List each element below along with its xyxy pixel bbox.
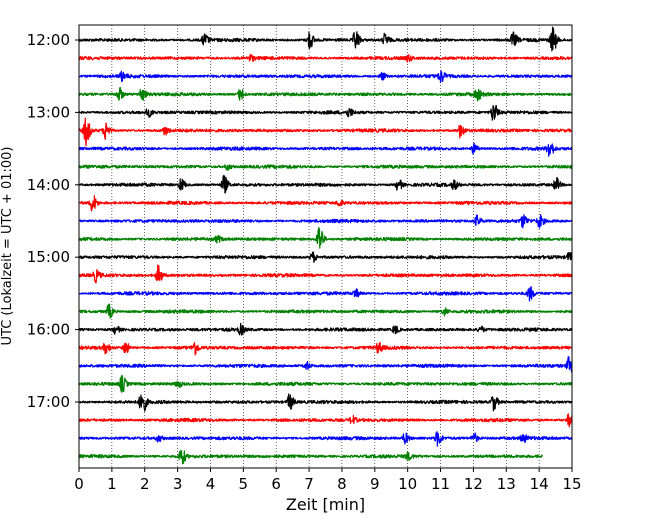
x-tick-label: 2 [140, 475, 150, 493]
x-axis-title: Zeit [min] [286, 495, 365, 514]
plot-area [79, 25, 572, 468]
trace-line [78, 251, 573, 263]
x-tick-label: 12 [464, 475, 483, 493]
trace-line [78, 164, 573, 171]
trace-line [78, 117, 573, 147]
trace-line [78, 142, 573, 157]
x-tick-label: 3 [173, 475, 183, 493]
x-tick-label: 1 [107, 475, 117, 493]
x-tick-label: 0 [74, 475, 84, 493]
trace-line [78, 86, 573, 102]
x-tick-label: 10 [398, 475, 417, 493]
trace-line [78, 264, 573, 284]
trace-line [78, 341, 573, 356]
plot-frame [78, 24, 573, 469]
trace-line [78, 214, 573, 229]
trace-line [78, 356, 573, 373]
y-axis-title: UTC (Lokalzeit = UTC + 01:00) [0, 147, 15, 346]
y-tick-label: 14:00 [27, 176, 70, 194]
trace-line [78, 322, 573, 336]
trace-line [78, 53, 573, 63]
trace-line [78, 70, 573, 84]
trace-line [78, 104, 573, 121]
x-tick-label: 4 [206, 475, 216, 493]
trace-line [78, 26, 573, 52]
trace-line [78, 449, 543, 465]
trace-line [78, 431, 573, 447]
y-tick-label: 13:00 [27, 103, 70, 121]
x-tick-label: 8 [337, 475, 347, 493]
x-tick-label: 14 [530, 475, 549, 493]
trace-line [78, 195, 573, 212]
grid [111, 25, 540, 468]
x-tick-label: 13 [497, 475, 516, 493]
trace-line [78, 374, 573, 393]
trace-line [78, 303, 573, 319]
traces [78, 26, 573, 465]
x-axis: 0 1 2 3 4 5 6 7 8 9 10 11 12 13 14 15 [74, 468, 582, 493]
x-tick-label: 5 [239, 475, 249, 493]
x-tick-label: 6 [271, 475, 281, 493]
y-axis: 12:00 13:00 14:00 15:00 16:00 17:00 [27, 31, 79, 411]
y-tick-label: 12:00 [27, 31, 70, 49]
x-tick-label: 9 [370, 475, 380, 493]
x-tick-label: 7 [304, 475, 314, 493]
trace-line [78, 393, 573, 412]
trace-line [78, 413, 573, 428]
trace-line [78, 175, 573, 194]
x-tick-label: 15 [562, 475, 581, 493]
trace-line [78, 286, 573, 302]
y-tick-label: 17:00 [27, 393, 70, 411]
x-tick-label: 11 [431, 475, 450, 493]
trace-line [78, 227, 573, 249]
y-tick-label: 16:00 [27, 321, 70, 339]
y-tick-label: 15:00 [27, 248, 70, 266]
